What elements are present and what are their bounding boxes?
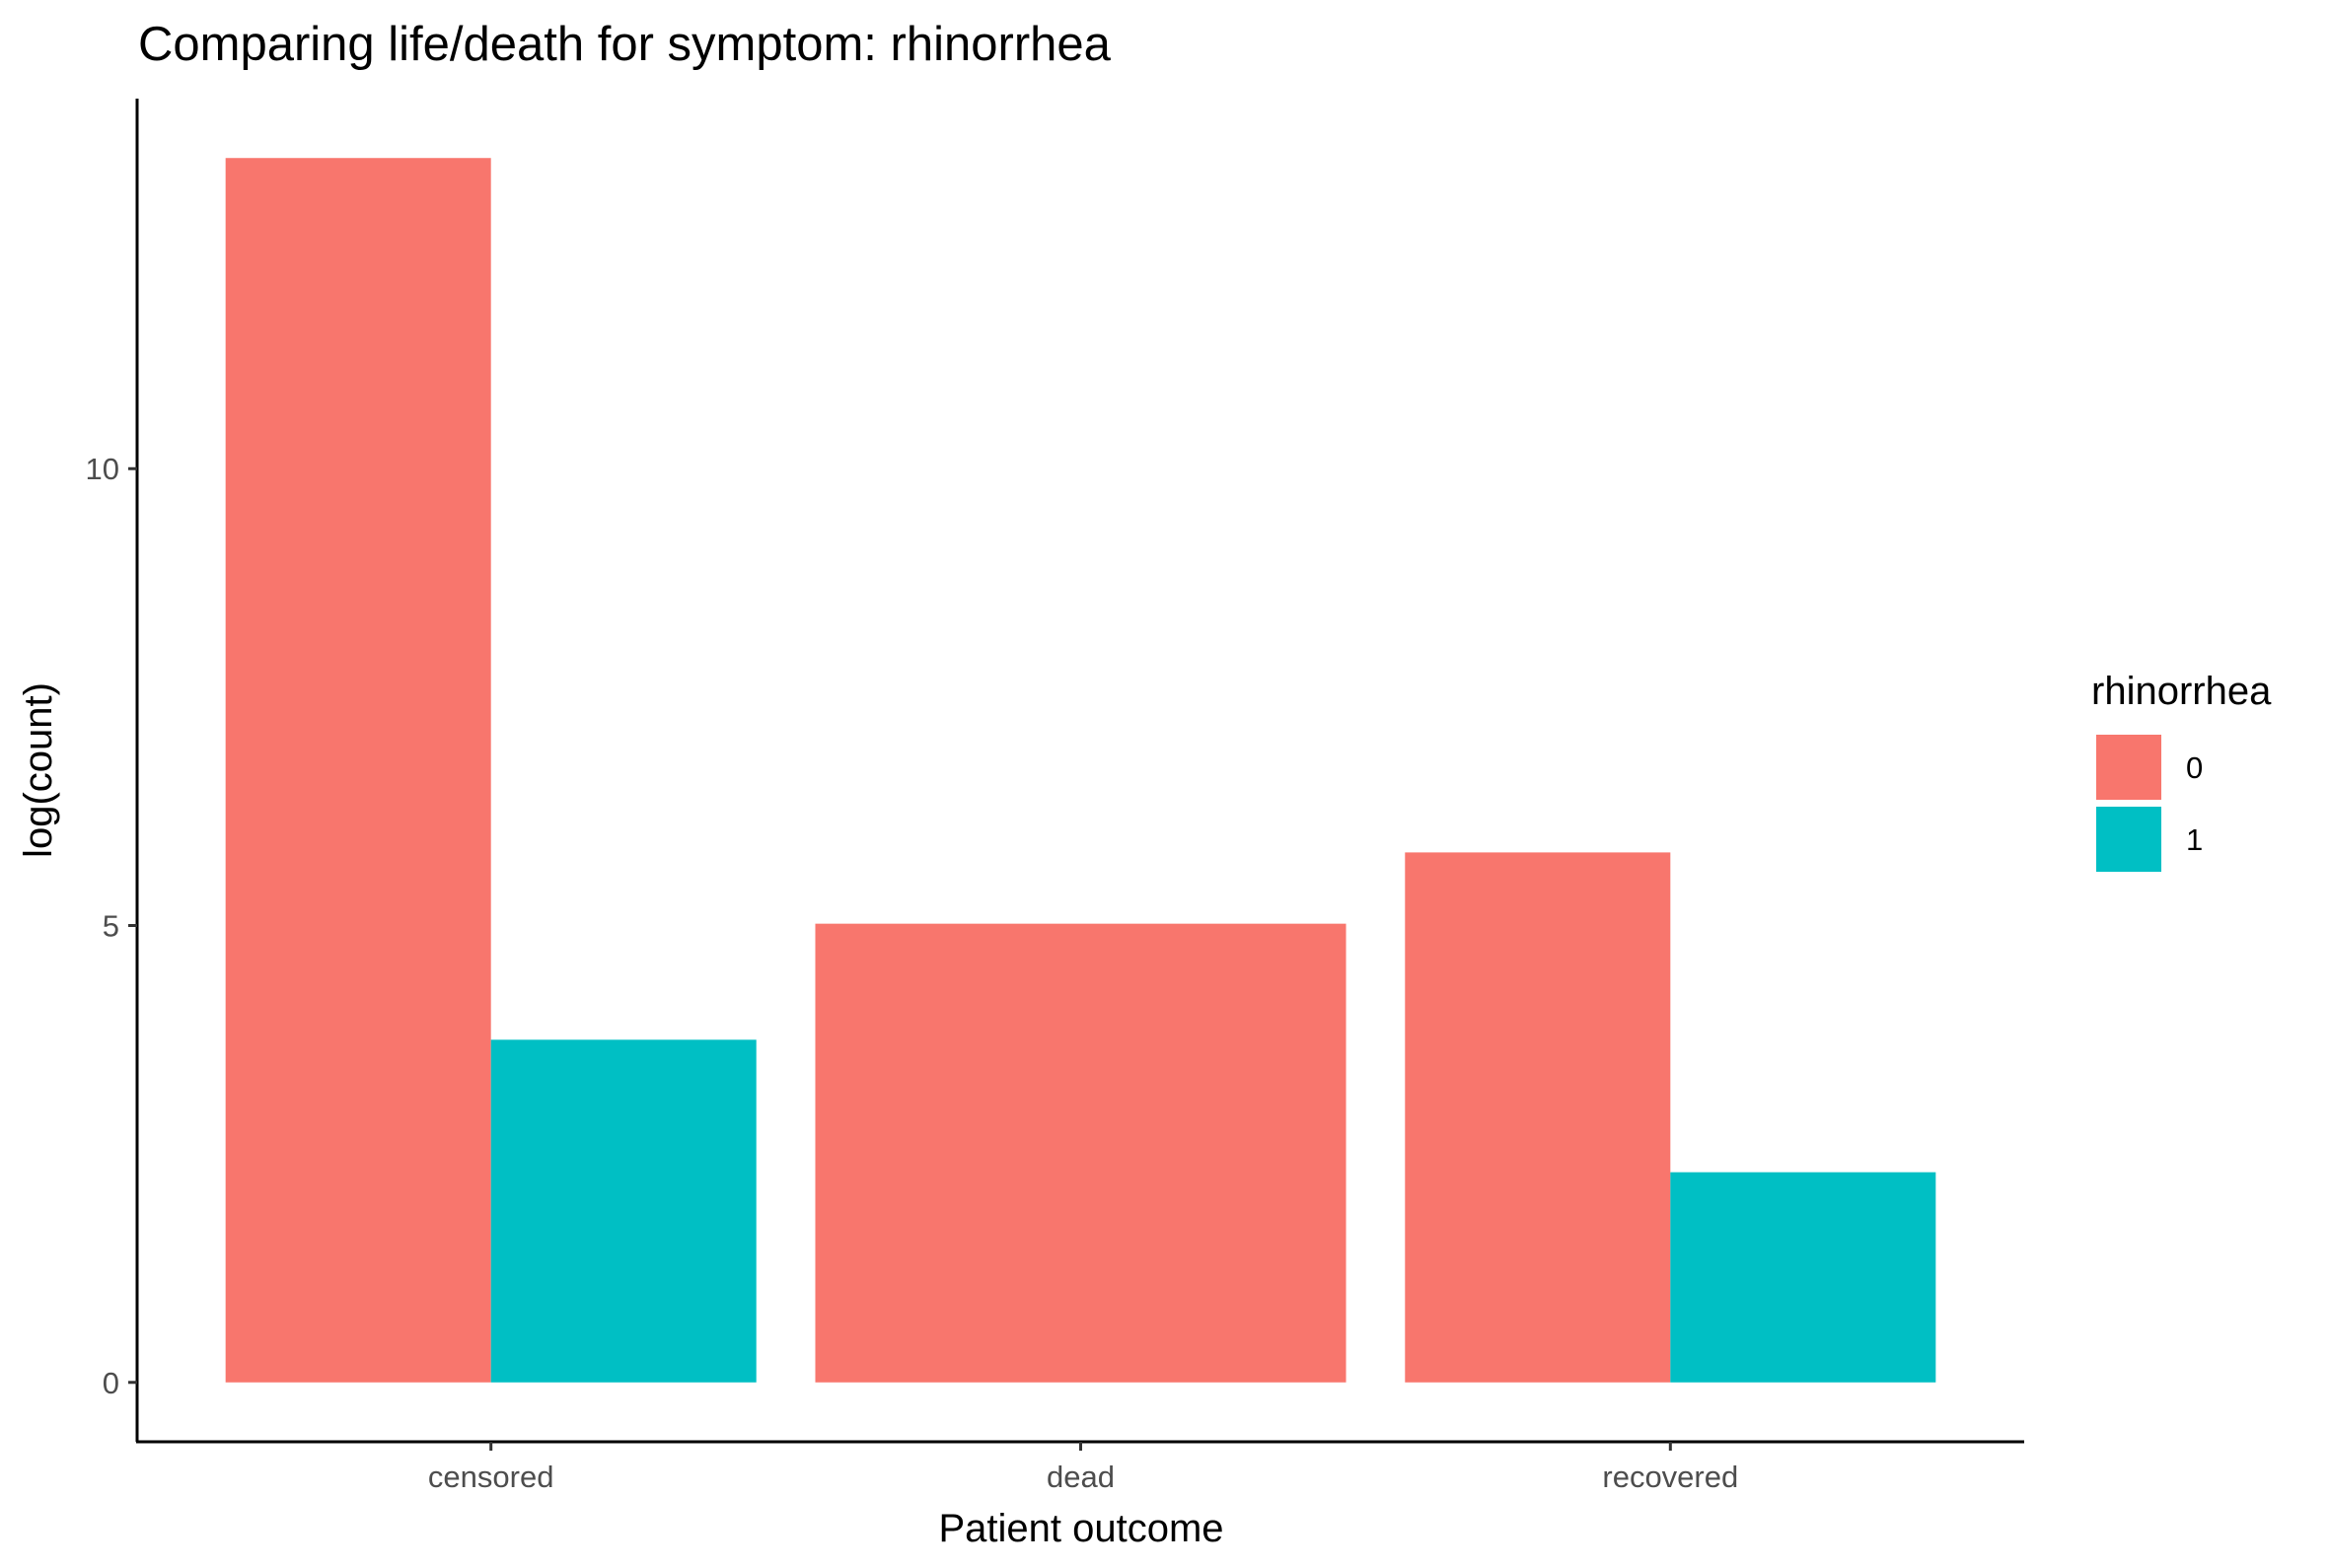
y-tick-label: 10 xyxy=(86,452,119,486)
x-axis-title: Patient outcome xyxy=(938,1507,1223,1550)
bar-censored-series-0 xyxy=(225,158,491,1383)
legend-label-0: 0 xyxy=(2186,750,2203,785)
bar-recovered-series-1 xyxy=(1670,1172,1936,1383)
legend-swatch-1 xyxy=(2096,807,2161,872)
x-ticks: censored dead recovered xyxy=(428,1442,1738,1494)
legend-title: rhinorrhea xyxy=(2091,670,2272,713)
bar-censored-series-1 xyxy=(490,1039,757,1383)
legend-label-1: 1 xyxy=(2186,822,2203,857)
legend-items: 01 xyxy=(2096,735,2203,872)
chart-title: Comparing life/death for symptom: rhinor… xyxy=(138,18,1112,71)
x-tick-label: recovered xyxy=(1602,1460,1738,1494)
legend-swatch-0 xyxy=(2096,735,2161,800)
x-tick-label: dead xyxy=(1047,1460,1115,1494)
bars-group xyxy=(225,158,1936,1383)
y-axis-title: log(count) xyxy=(17,682,60,858)
legend: rhinorrhea 01 xyxy=(2091,670,2272,872)
bar-dead-series-0 xyxy=(815,923,1347,1383)
y-tick-label: 0 xyxy=(103,1366,119,1400)
y-tick-label: 5 xyxy=(103,909,119,944)
x-tick-label: censored xyxy=(428,1460,554,1494)
bar-recovered-series-0 xyxy=(1405,852,1671,1383)
y-ticks: 0 5 10 xyxy=(86,452,137,1400)
